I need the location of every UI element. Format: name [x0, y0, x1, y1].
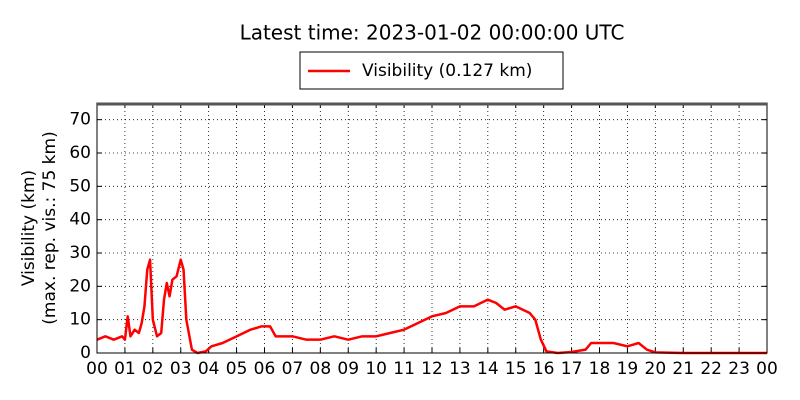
x-tick-label: 12 — [421, 359, 443, 379]
x-tick-label: 03 — [170, 359, 192, 379]
y-tick-label: 30 — [69, 243, 91, 263]
chart-title: Latest time: 2023-01-02 00:00:00 UTC — [240, 21, 625, 45]
x-tick-label: 16 — [533, 359, 555, 379]
x-tick-label: 07 — [282, 359, 304, 379]
x-tick-label: 15 — [505, 359, 527, 379]
y-axis-label: (max. rep. vis.: 75 km) — [40, 131, 60, 324]
y-tick-label: 10 — [69, 310, 91, 330]
x-tick-label: 08 — [310, 359, 332, 379]
y-axis-label: Visibility (km) — [19, 170, 39, 286]
x-tick-label: 10 — [365, 359, 387, 379]
x-tick-label: 13 — [449, 359, 471, 379]
y-tick-label: 60 — [69, 143, 91, 163]
x-tick-label: 00 — [756, 359, 778, 379]
y-tick-label: 40 — [69, 210, 91, 230]
x-tick-label: 00 — [86, 359, 108, 379]
x-tick-label: 19 — [617, 359, 639, 379]
x-tick-label: 14 — [477, 359, 499, 379]
x-tick-label: 23 — [728, 359, 750, 379]
x-tick-label: 05 — [226, 359, 248, 379]
y-tick-label: 20 — [69, 276, 91, 296]
x-tick-label: 02 — [142, 359, 164, 379]
y-tick-label: 0 — [80, 343, 91, 363]
x-tick-label: 17 — [561, 359, 583, 379]
x-tick-label: 18 — [589, 359, 611, 379]
legend-label: Visibility (0.127 km) — [362, 61, 532, 81]
x-tick-label: 04 — [198, 359, 220, 379]
legend: Visibility (0.127 km) — [299, 51, 564, 90]
x-tick-label: 09 — [337, 359, 359, 379]
x-tick-label: 22 — [700, 359, 722, 379]
data-line — [96, 258, 767, 355]
x-tick-label: 20 — [645, 359, 667, 379]
x-tick-label: 06 — [254, 359, 276, 379]
y-tick-label: 50 — [69, 176, 91, 196]
x-tick-label: 21 — [672, 359, 694, 379]
y-tick-label: 70 — [69, 110, 91, 130]
x-tick-label: 01 — [114, 359, 136, 379]
x-tick-label: 11 — [393, 359, 415, 379]
